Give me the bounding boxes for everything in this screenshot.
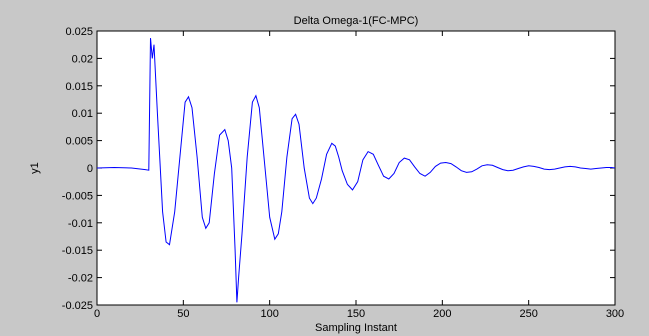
x-tick-label: 300 bbox=[606, 308, 624, 320]
y-tick-label: -0.025 bbox=[62, 300, 93, 312]
x-tick-label: 100 bbox=[260, 308, 278, 320]
x-tick-label: 250 bbox=[519, 308, 537, 320]
x-tick-label: 50 bbox=[177, 308, 189, 320]
plot-area bbox=[96, 30, 616, 306]
y-tick-label: -0.015 bbox=[62, 245, 93, 257]
y-tick-label: 0.015 bbox=[65, 81, 93, 93]
y-tick-label: -0.01 bbox=[68, 218, 93, 230]
y-tick-label: 0 bbox=[87, 163, 93, 175]
x-axis-label: Sampling Instant bbox=[315, 322, 397, 334]
x-tick-label: 0 bbox=[94, 308, 100, 320]
y-tick-label: 0.02 bbox=[72, 53, 93, 65]
y-tick-label: 0.01 bbox=[72, 108, 93, 120]
x-tick-label: 200 bbox=[433, 308, 451, 320]
y-axis-label: y1 bbox=[29, 162, 41, 174]
series-line bbox=[96, 38, 616, 303]
y-tick-label: 0.005 bbox=[65, 136, 93, 148]
chart-title: Delta Omega-1(FC-MPC) bbox=[294, 15, 419, 27]
y-tick-label: -0.02 bbox=[68, 273, 93, 285]
y-tick-label: 0.025 bbox=[65, 26, 93, 38]
y-tick-label: -0.005 bbox=[62, 190, 93, 202]
x-tick-label: 150 bbox=[347, 308, 365, 320]
